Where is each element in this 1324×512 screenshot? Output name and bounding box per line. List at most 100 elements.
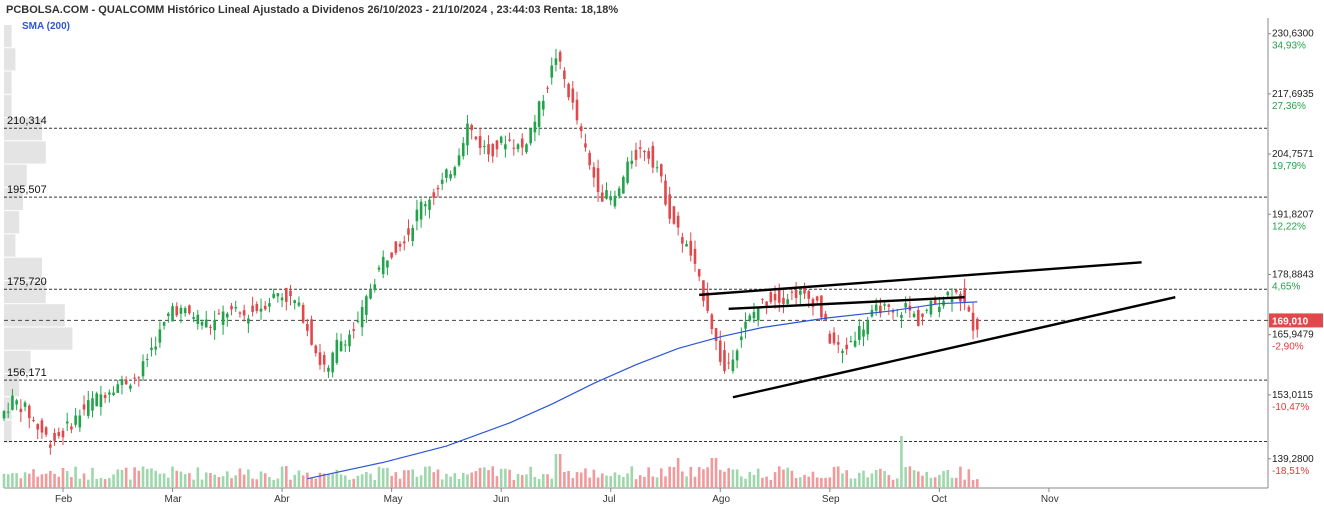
candle-body bbox=[445, 169, 448, 178]
volume-bar bbox=[301, 475, 305, 488]
volume-bar bbox=[516, 473, 520, 488]
candle-body bbox=[748, 315, 752, 321]
volume-bar bbox=[563, 472, 566, 488]
candle-body bbox=[268, 303, 271, 307]
candle-body bbox=[584, 143, 587, 148]
candle-body bbox=[832, 332, 836, 344]
volume-bar bbox=[727, 468, 730, 488]
volume-bar bbox=[280, 466, 284, 488]
candle-body bbox=[449, 174, 452, 179]
volume-bar bbox=[466, 474, 469, 488]
candle-body bbox=[849, 340, 853, 342]
last-price-badge bbox=[1269, 313, 1323, 328]
candle-body bbox=[327, 367, 330, 372]
volume-bar bbox=[449, 476, 452, 488]
candle-body bbox=[765, 301, 768, 306]
candle-body bbox=[824, 313, 827, 321]
candle-body bbox=[314, 345, 318, 354]
candle-body bbox=[626, 161, 629, 183]
candle-body bbox=[108, 392, 111, 395]
volume-bar bbox=[263, 473, 267, 488]
volume-bar bbox=[950, 477, 954, 488]
volume-bar bbox=[638, 475, 642, 488]
candle-body bbox=[360, 307, 364, 328]
candle-body bbox=[15, 400, 18, 405]
level-label: 195,507 bbox=[7, 184, 47, 196]
volume-bar bbox=[512, 479, 516, 488]
volume-bar bbox=[428, 466, 431, 488]
candle-body bbox=[638, 147, 642, 149]
candle-body bbox=[196, 314, 200, 325]
volume-bar bbox=[617, 474, 621, 488]
candle-body bbox=[685, 244, 688, 247]
candle-body bbox=[348, 334, 351, 347]
x-tick-label: Jul bbox=[603, 494, 616, 505]
volume-bar bbox=[78, 478, 82, 488]
volume-bar bbox=[921, 475, 924, 488]
volume-bar bbox=[954, 477, 958, 488]
y-tick-percent: -18,51% bbox=[1272, 466, 1309, 477]
volume-bar bbox=[394, 472, 398, 488]
volume-bar bbox=[832, 466, 836, 488]
volume-bar bbox=[259, 471, 263, 488]
volume-bar bbox=[335, 469, 339, 488]
candle-body bbox=[487, 144, 490, 155]
candle-body bbox=[57, 432, 61, 436]
candle-body bbox=[11, 395, 14, 410]
volume-bar bbox=[213, 474, 216, 488]
volume-bar bbox=[828, 477, 832, 488]
volume-bar bbox=[487, 470, 490, 488]
candle-body bbox=[213, 319, 216, 331]
volume-profile-bar bbox=[4, 48, 16, 71]
volume-profile-bar bbox=[4, 187, 23, 211]
candle-body bbox=[352, 329, 356, 331]
volume-bar bbox=[718, 469, 722, 488]
volume-bar bbox=[740, 476, 743, 488]
volume-bar bbox=[883, 471, 886, 488]
volume-bar bbox=[402, 470, 406, 488]
volume-profile-bar bbox=[4, 280, 46, 304]
candle-body bbox=[242, 310, 246, 316]
candle-body bbox=[103, 395, 107, 399]
candle-body bbox=[866, 320, 870, 335]
candle-body bbox=[664, 180, 667, 205]
candle-body bbox=[676, 215, 680, 228]
volume-profile-bar bbox=[4, 350, 31, 373]
volume-bar bbox=[803, 474, 806, 488]
volume-bar bbox=[706, 467, 709, 488]
y-tick-label: 217,6935 bbox=[1272, 89, 1314, 100]
candle-body bbox=[550, 65, 554, 78]
trend-line bbox=[728, 296, 965, 311]
volume-bar bbox=[634, 479, 638, 488]
volume-bar bbox=[499, 468, 503, 488]
x-tick-label: Jun bbox=[493, 494, 509, 505]
candle-body bbox=[99, 394, 103, 407]
level-label: 156,171 bbox=[7, 367, 47, 379]
volume-bar bbox=[327, 473, 330, 488]
volume-bar bbox=[820, 477, 823, 488]
volume-bar bbox=[815, 477, 819, 488]
candle-body bbox=[65, 421, 69, 424]
volume-bar bbox=[613, 472, 617, 488]
candle-body bbox=[900, 314, 903, 318]
y-tick-label: 204,7571 bbox=[1272, 149, 1314, 160]
volume-bar bbox=[938, 474, 941, 488]
volume-bar bbox=[508, 469, 511, 488]
volume-bar bbox=[761, 477, 764, 488]
volume-bar bbox=[314, 478, 318, 488]
sma-legend-label[interactable]: SMA (200) bbox=[22, 21, 70, 32]
candle-body bbox=[91, 398, 94, 411]
volume-bar bbox=[242, 474, 246, 488]
y-tick-label: 153,0115 bbox=[1272, 390, 1313, 401]
candle-body bbox=[6, 411, 10, 413]
y-tick-percent: 12,22% bbox=[1272, 221, 1306, 232]
candle-body bbox=[697, 269, 701, 277]
volume-bar bbox=[782, 469, 785, 488]
x-tick-label: Feb bbox=[55, 494, 73, 505]
candle-body bbox=[356, 320, 360, 322]
volume-bar bbox=[647, 467, 650, 488]
volume-bar bbox=[167, 477, 170, 488]
volume-bar bbox=[360, 474, 364, 488]
